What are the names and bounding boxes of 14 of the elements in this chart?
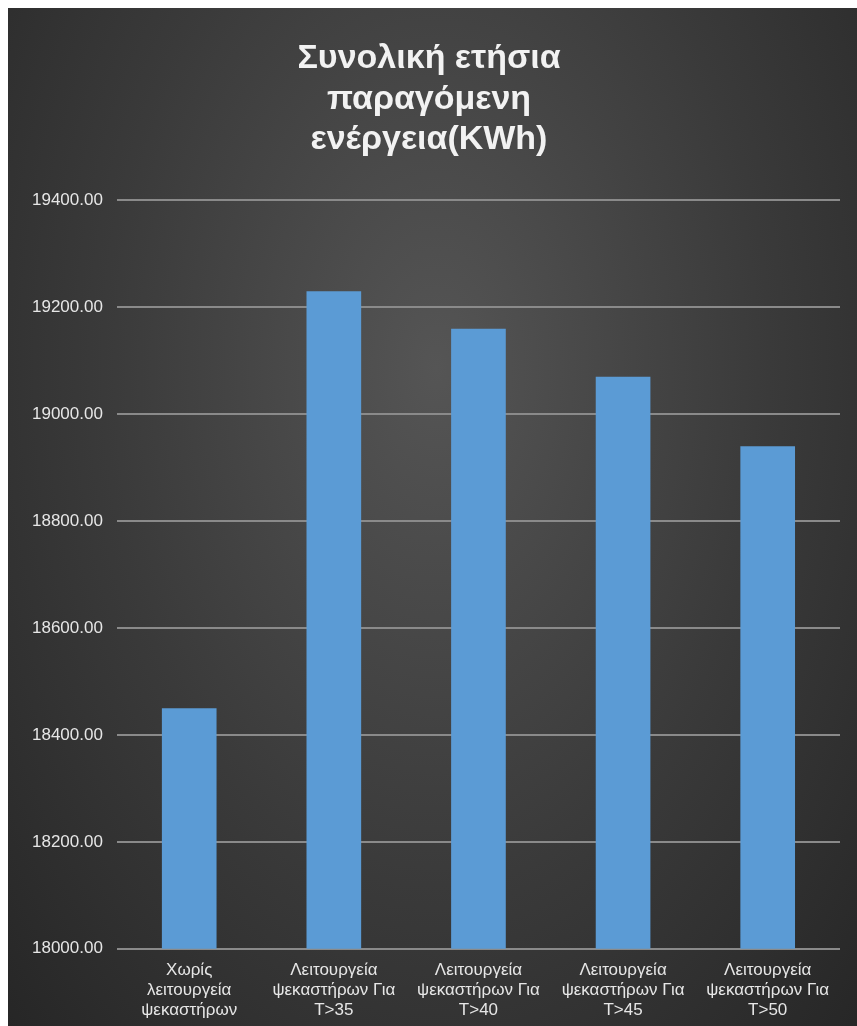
- y-tick-label: 19000.00: [32, 403, 103, 423]
- chart-title: Συνολική ετήσια παραγόμενη ενέργεια(KWh): [297, 36, 561, 157]
- y-tick-label: 18200.00: [32, 831, 103, 851]
- y-tick-label: 18400.00: [32, 724, 103, 744]
- x-tick-label: Λειτουργεία ψεκαστήρων Για T>35: [272, 959, 396, 1020]
- y-tick-label: 19400.00: [32, 190, 103, 210]
- y-tick-label: 18800.00: [32, 510, 103, 530]
- y-tick-label: 19200.00: [32, 297, 103, 316]
- y-tick-label: 18600.00: [32, 617, 103, 637]
- y-tick-label: 18000.00: [32, 938, 103, 958]
- x-tick-label: Χωρίς λειτουργεία ψεκαστήρων: [141, 959, 238, 1020]
- x-tick-label: Λειτουργεία ψεκαστήρων Για T>50: [706, 959, 830, 1020]
- x-tick-label: Λειτουργεία ψεκαστήρων Για T>45: [561, 959, 685, 1020]
- x-tick-label: Λειτουργεία ψεκαστήρων Για T>40: [417, 959, 541, 1020]
